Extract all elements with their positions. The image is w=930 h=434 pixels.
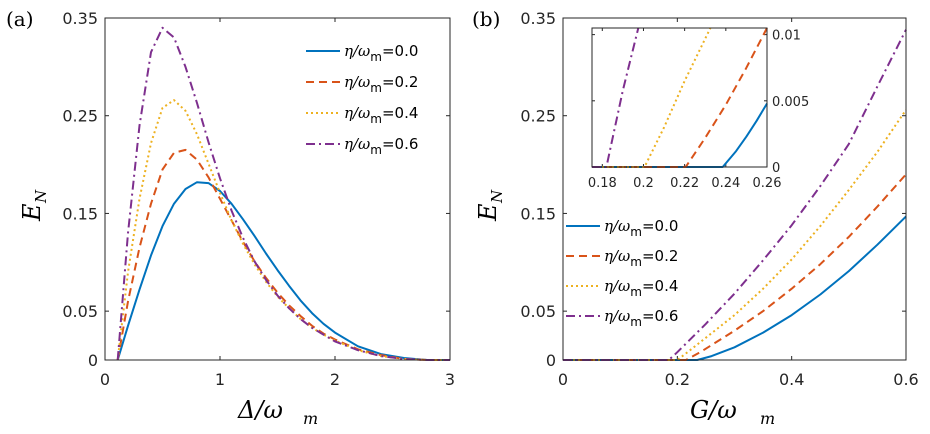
panel-a-xtick-label: 2 xyxy=(330,370,340,389)
panel-a-series-line-2 xyxy=(116,99,450,361)
panel-a-legend-label-3: η/ωm=0.6 xyxy=(344,135,418,157)
panel-a: (a) 0 1 2 300.050.150.250.35 η/ωm=0.0η/ωm=0… xyxy=(6,7,455,428)
panel-b-ytick-label: 0.25 xyxy=(520,107,556,126)
panel-a-series xyxy=(116,26,450,361)
panel-b-xlabel-sub: m xyxy=(760,409,775,428)
panel-a-ticks: 0 1 2 3 0 0.05 0.15 0.25 0.35 xyxy=(62,9,455,389)
panel-a-ytick-label: 0.15 xyxy=(62,204,98,223)
panel-a-xlabel-sub: m xyxy=(303,409,318,428)
panel-a-axes-frame xyxy=(104,17,451,361)
inset-background xyxy=(592,28,767,167)
panel-b-xlabel-main: G/ω xyxy=(690,396,737,424)
panel-b-series-line-1 xyxy=(563,173,907,361)
panel-b-ylabel: E N xyxy=(474,189,506,222)
panel-b-ticks: 0 0.2 0.4 0.6 0 0.05 0.15 0.25 0.35 xyxy=(520,9,918,389)
panel-b-xtick-label: 0.6 xyxy=(893,370,918,389)
panel-a-ytick-label: 0 xyxy=(88,351,98,370)
panel-b-legend-label-1: η/ωm=0.2 xyxy=(604,247,678,269)
panel-a-xlabel-main: Δ/ω xyxy=(237,396,283,424)
panel-a-ytick-label: 0.35 xyxy=(62,9,98,28)
panel-b-ytick-label: 0.35 xyxy=(520,9,556,28)
panel-a-xlabel: Δ/ω m xyxy=(237,396,318,428)
inset-xtick-label: 0.2 xyxy=(633,176,654,191)
panel-b-ytick-label: 0.05 xyxy=(520,302,556,321)
panel-b-series xyxy=(563,29,907,361)
panel-b-ytick-label: 0.15 xyxy=(520,204,556,223)
panel-b-label: (b) xyxy=(472,7,500,31)
panel-a-ylabel-sub: N xyxy=(32,189,50,204)
inset-xtick-label: 0.24 xyxy=(711,176,740,191)
panel-b-ytick-label: 0 xyxy=(546,351,556,370)
panel-b-xtick-label: 0 xyxy=(558,370,568,389)
panel-a-xtick-label: 1 xyxy=(215,370,225,389)
inset-axes-frame xyxy=(591,27,768,168)
panel-a-ylabel-main: E xyxy=(18,203,46,222)
panel-a-ytick-label: 0.25 xyxy=(62,107,98,126)
inset-ytick-label: 0 xyxy=(772,161,780,176)
inset-ytick-label: 0.005 xyxy=(772,95,809,110)
inset-xtick-label: 0.18 xyxy=(588,176,617,191)
panel-a-series-line-1 xyxy=(116,148,450,361)
panel-a-series-line-3 xyxy=(116,26,450,361)
panel-a-xtick-label: 0 xyxy=(100,370,110,389)
panel-b-axes-frame xyxy=(562,17,907,361)
panel-b-inset: 0.18 0.2 0.22 0.24 0.260 0.005 0.01 xyxy=(588,27,809,191)
panel-b-legend-label-3: η/ωm=0.6 xyxy=(604,307,678,329)
panel-b-xtick-label: 0.2 xyxy=(665,370,690,389)
panel-a-ylabel: E N xyxy=(18,189,50,222)
panel-b-ylabel-main: E xyxy=(474,203,502,222)
panel-b-xlabel: G/ω m xyxy=(690,396,775,428)
inset-xtick-label: 0.22 xyxy=(670,176,699,191)
panel-b-series-line-0 xyxy=(563,215,907,361)
panel-a-legend-label-2: η/ωm=0.4 xyxy=(344,104,418,126)
panel-a-ytick-label: 0.05 xyxy=(62,302,98,321)
panel-b-ylabel-sub: N xyxy=(488,189,506,204)
panel-b-series-line-2 xyxy=(563,109,907,361)
panel-a-legend-label-1: η/ωm=0.2 xyxy=(344,73,418,95)
inset-ytick-label: 0.01 xyxy=(772,29,801,44)
panel-a-label: (a) xyxy=(6,7,34,31)
panel-b-xtick-label: 0.4 xyxy=(779,370,804,389)
inset-xtick-label: 0.26 xyxy=(753,176,782,191)
panel-a-series-line-0 xyxy=(116,181,450,361)
panel-b: (b) 0 0.2 0.4 0.6 0 0.05 0.15 0.25 0.35 η/ωm=0.0… xyxy=(472,7,919,428)
panel-b-legend-label-0: η/ωm=0.0 xyxy=(604,217,678,239)
panel-a-legend: η/ωm=0.0 η/ωm=0.2 η/ωm=0.4 η/ωm=0.6 xyxy=(306,42,418,157)
inset-ticks: 0.18 0.2 0.22 0.24 0.260 0.005 0.01 xyxy=(588,28,809,191)
panel-b-legend-label-2: η/ωm=0.4 xyxy=(604,277,678,299)
panel-a-legend-label-0: η/ωm=0.0 xyxy=(344,42,418,64)
panel-a-xtick-label: 3 xyxy=(445,370,455,389)
panel-b-legend: η/ωm=0.0 η/ωm=0.2 η/ωm=0.4 η/ωm=0.6 xyxy=(566,217,678,329)
